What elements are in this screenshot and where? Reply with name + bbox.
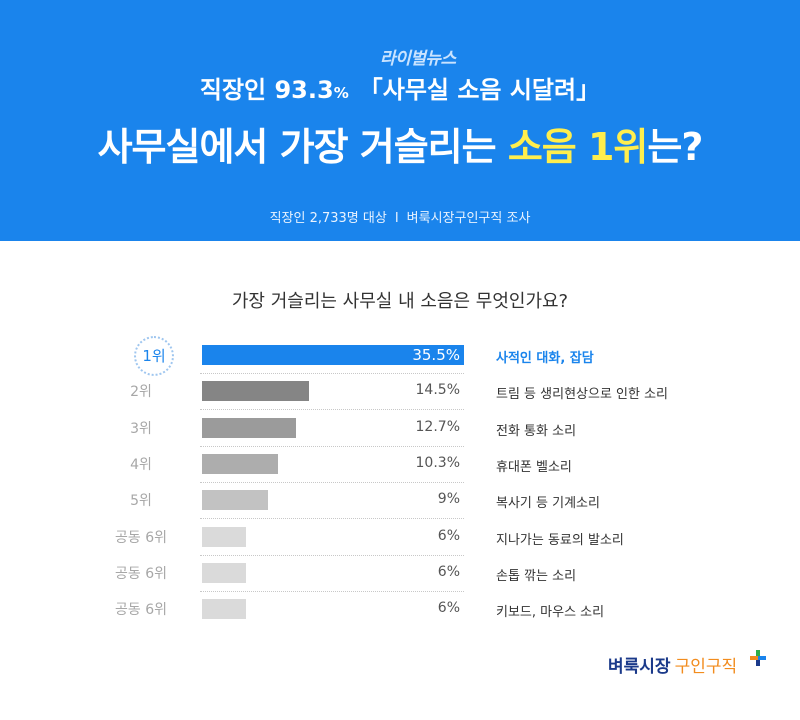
title-pre: 사무실에서 가장 거슬리는 (97, 125, 508, 169)
rank-label: 2위 (130, 384, 152, 401)
title-highlight: 소음 1위 (507, 125, 649, 169)
bar (202, 417, 296, 438)
category-label: 사적인 대화, 잡담 (496, 351, 594, 366)
value-label: 6% (437, 563, 460, 580)
rank-cell: 공동 6위 (110, 519, 172, 555)
value-label: 6% (437, 600, 460, 617)
rank-ring-icon (134, 336, 174, 376)
rank-label: 공동 6위 (115, 529, 167, 546)
category-label: 손톱 깎는 소리 (496, 568, 577, 584)
row-divider (200, 554, 464, 556)
bar (202, 526, 247, 547)
survey-note: 직장인 2,733명 대상 I 벼룩시장구인구직 조사 (0, 207, 800, 226)
survey-left: 직장인 2,733명 대상 (269, 211, 387, 226)
row-divider (200, 373, 464, 374)
subtitle-quote: 「사무실 소음 시달려」 (358, 76, 601, 104)
row-divider (200, 445, 464, 447)
rank-label: 공동 6위 (115, 565, 167, 582)
rank-cell: 5위 (110, 482, 172, 518)
row-divider (200, 518, 464, 520)
category-label: 키보드, 마우스 소리 (496, 605, 605, 621)
plus-icon (750, 650, 766, 666)
value-label: 14.5% (415, 382, 460, 399)
rank-label: 공동 6위 (115, 602, 167, 619)
subtitle-pre: 직장인 93.3 (199, 76, 334, 104)
main-title: 사무실에서 가장 거슬리는 소음 1위는? (0, 116, 800, 171)
header-banner: 라이벌뉴스 직장인 93.3% 「사무실 소음 시달려」 사무실에서 가장 거슬리… (0, 0, 800, 241)
row-divider (200, 590, 464, 592)
bar (202, 381, 309, 402)
survey-separator: I (394, 211, 399, 226)
category-label: 트림 등 생리현상으로 인한 소리 (496, 387, 669, 403)
rank-cell: 3위 (110, 410, 172, 446)
rank-cell: 4위 (110, 446, 172, 482)
bar (202, 345, 464, 365)
subtitle-pct: % (333, 84, 349, 102)
chart-title: 가장 거슬리는 사무실 내 소음은 무엇인가요? (231, 291, 569, 312)
value-label: 6% (437, 527, 460, 544)
footer-logo: 벼룩시장 구인구직 (608, 652, 737, 677)
row-divider (200, 409, 464, 411)
rank-label: 1위 (142, 346, 166, 365)
category-label: 전화 통화 소리 (496, 423, 577, 439)
bar (202, 599, 247, 620)
brand-logo: 라이벌뉴스 (380, 49, 456, 69)
value-label: 12.7% (415, 418, 460, 435)
value-label: 35.5% (412, 346, 460, 364)
title-post: 는? (647, 125, 703, 169)
footer-logo-sub: 구인구직 (674, 657, 738, 677)
rank-cell: 2위 (110, 373, 172, 409)
rank-cell: 1위 (124, 337, 184, 373)
rank-label: 3위 (130, 420, 152, 437)
bar (202, 490, 269, 511)
rank-label: 5위 (130, 493, 152, 510)
footer-logo-main: 벼룩시장 (608, 657, 671, 677)
category-label: 지나가는 동료의 발소리 (496, 532, 624, 548)
bar (202, 453, 279, 474)
category-label: 휴대폰 벨소리 (496, 459, 572, 475)
value-label: 10.3% (415, 454, 460, 471)
rank-cell: 공동 6위 (110, 555, 172, 591)
subtitle: 직장인 93.3% 「사무실 소음 시달려」 (0, 70, 800, 105)
bar (202, 562, 247, 583)
value-label: 9% (437, 491, 460, 508)
rank-cell: 공동 6위 (110, 591, 172, 627)
rank-label: 4위 (130, 456, 152, 473)
survey-right: 벼룩시장구인구직 조사 (406, 211, 531, 226)
category-label: 복사기 등 기계소리 (496, 496, 600, 512)
row-divider (200, 481, 464, 483)
